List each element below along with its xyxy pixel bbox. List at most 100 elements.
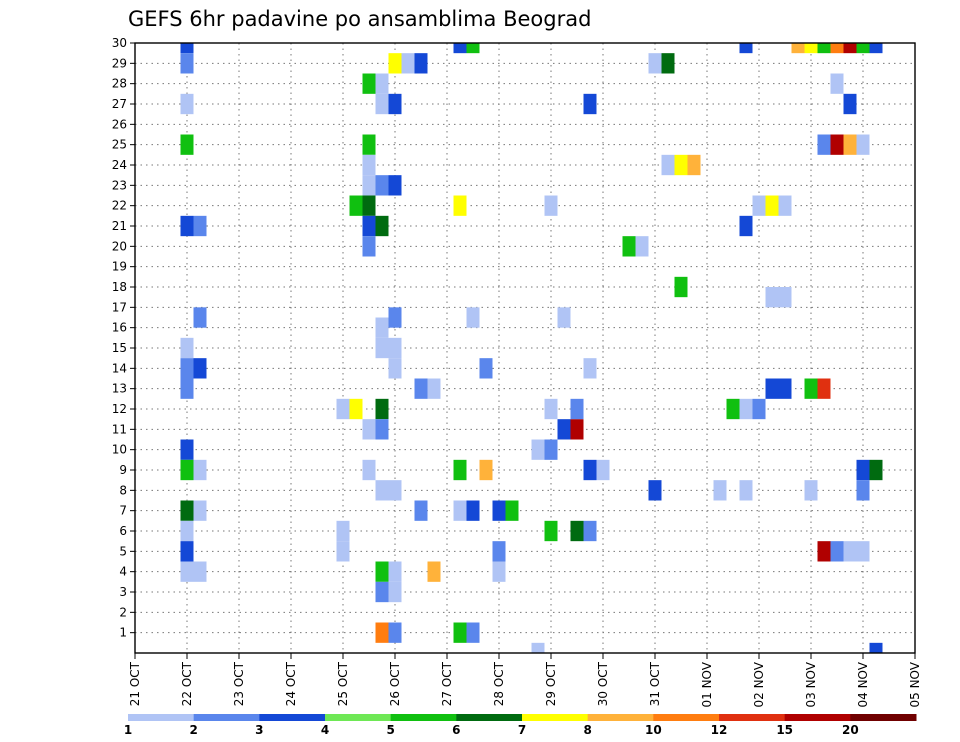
precip-cell [869,642,883,653]
precip-cell [362,459,376,481]
precip-cell [336,541,350,562]
grid [135,43,915,653]
y-tick-label: 28 [112,77,127,91]
precip-cell [739,43,753,54]
precip-cell [180,541,194,562]
precip-cell [869,43,883,54]
x-tick-label: 30 OCT [596,661,610,706]
y-tick-label: 10 [112,443,127,457]
colorbar-swatch [850,714,917,721]
precip-cell [388,307,402,328]
y-tick-label: 27 [112,97,127,111]
precip-cell [739,398,753,420]
x-tick-label: 21 OCT [128,661,142,706]
precip-cell [362,154,376,176]
precip-cell [453,622,467,643]
precip-cell [362,419,376,440]
precip-cell [544,520,558,542]
precip-cell [505,500,519,521]
precip-cell [583,93,597,115]
precip-cell [466,43,480,54]
precip-cell [414,378,428,399]
precip-cell [180,520,194,542]
y-tick-label: 11 [112,422,127,436]
x-tick-label: 25 OCT [336,661,350,706]
precip-cell [804,378,818,399]
chart-title: GEFS 6hr padavine po ansamblima Beograd [128,7,591,31]
precip-cell [622,236,636,257]
precip-cell [726,398,740,420]
precip-cell [765,287,779,308]
x-tick-label: 23 OCT [232,661,246,706]
y-tick-label: 24 [112,158,127,172]
precip-cell [336,520,350,542]
precip-cell [375,480,389,501]
precip-cell [739,215,753,237]
y-tick-label: 7 [119,504,127,518]
y-tick-label: 16 [112,321,127,335]
precip-cell [804,43,818,54]
colorbar-label: 10 [645,723,662,737]
y-tick-label: 8 [119,483,127,497]
x-tick-label: 22 OCT [180,661,194,706]
precip-cell [180,53,194,74]
precip-cell [778,195,792,216]
precip-cell [674,154,688,176]
precip-cell [856,459,870,481]
precip-cell [570,419,584,440]
y-tick-label: 6 [119,524,127,538]
y-tick-label: 18 [112,280,127,294]
precip-cell [583,358,597,379]
precip-cell [752,195,766,216]
colorbar-label: 8 [583,723,591,737]
x-tick-label: 01 NOV [700,661,714,707]
precip-cell [778,378,792,399]
precip-cell [492,561,506,582]
precip-cell [375,398,389,420]
y-tick-label: 26 [112,117,127,131]
precip-cell [531,642,545,653]
precip-cell [375,581,389,603]
precip-cell [817,43,831,54]
colorbar: 1 2 3 4 5 6 7 8 10 12 15 20 [124,714,917,737]
y-tick-label: 14 [112,361,127,375]
precip-cell [830,43,844,54]
colorbar-swatch [587,714,654,721]
precip-cell [388,175,402,196]
y-tick-label: 2 [119,605,127,619]
precip-cell [193,561,207,582]
colorbar-swatch [390,714,457,721]
precip-cell [388,622,402,643]
precip-cell [765,378,779,399]
x-tick-label: 27 OCT [440,661,454,706]
precip-cell [362,134,376,155]
colorbar-label: 2 [189,723,197,737]
precip-cell [362,236,376,257]
x-tick-label: 04 NOV [856,661,870,707]
y-tick-label: 20 [112,239,127,253]
y-tick-label: 15 [112,341,127,355]
precip-cell [388,581,402,603]
precip-cell [843,93,857,115]
y-tick-label: 9 [119,463,127,477]
colorbar-label: 6 [452,723,460,737]
precip-cell [479,358,493,379]
y-tick-label: 17 [112,300,127,314]
y-axis: 1234567891011121314151617181920212223242… [112,36,135,640]
precip-cell [453,500,467,521]
precip-cell [544,195,558,216]
precip-cell [479,459,493,481]
precip-cell [388,480,402,501]
precip-cell [856,480,870,501]
precip-cell [180,439,194,460]
y-tick-label: 29 [112,56,127,70]
x-axis: 21 OCT 22 OCT 23 OCT 24 OCT 25 OCT 26 OCT 27 O… [128,653,922,708]
precip-cell [713,480,727,501]
precip-cell [375,317,389,338]
precip-cell [180,134,194,155]
precip-cell [453,459,467,481]
colorbar-swatch [719,714,786,721]
precip-cell [492,500,506,521]
precip-cell [375,622,389,643]
precip-cell [180,500,194,521]
